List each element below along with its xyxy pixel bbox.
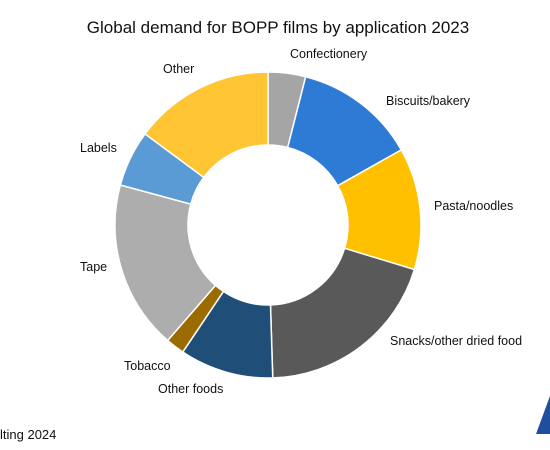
chart-title: Global demand for BOPP films by applicat… [86,18,470,37]
label-tobacco: Tobacco [124,359,171,373]
label-biscuits-bakery: Biscuits/bakery [386,94,471,108]
logo-icon [536,396,550,434]
slice-other [144,71,269,179]
label-other: Other [163,62,194,76]
label-pasta-noodles: Pasta/noodles [434,199,513,213]
label-other-foods: Other foods [158,382,223,396]
slice-snacks-other-dried-food [269,247,416,379]
label-confectionery: Confectionery [290,47,368,61]
label-tape: Tape [80,260,107,274]
label-snacks-other-dried-food: Snacks/other dried food [390,334,522,348]
slice-labels: Confectionery Biscuits/bakery Pasta/noodle… [80,47,522,396]
source-note: lting 2024 [0,427,57,442]
donut-slices [114,71,422,379]
label-labels: Labels [80,141,117,155]
brand-logo [536,396,550,434]
